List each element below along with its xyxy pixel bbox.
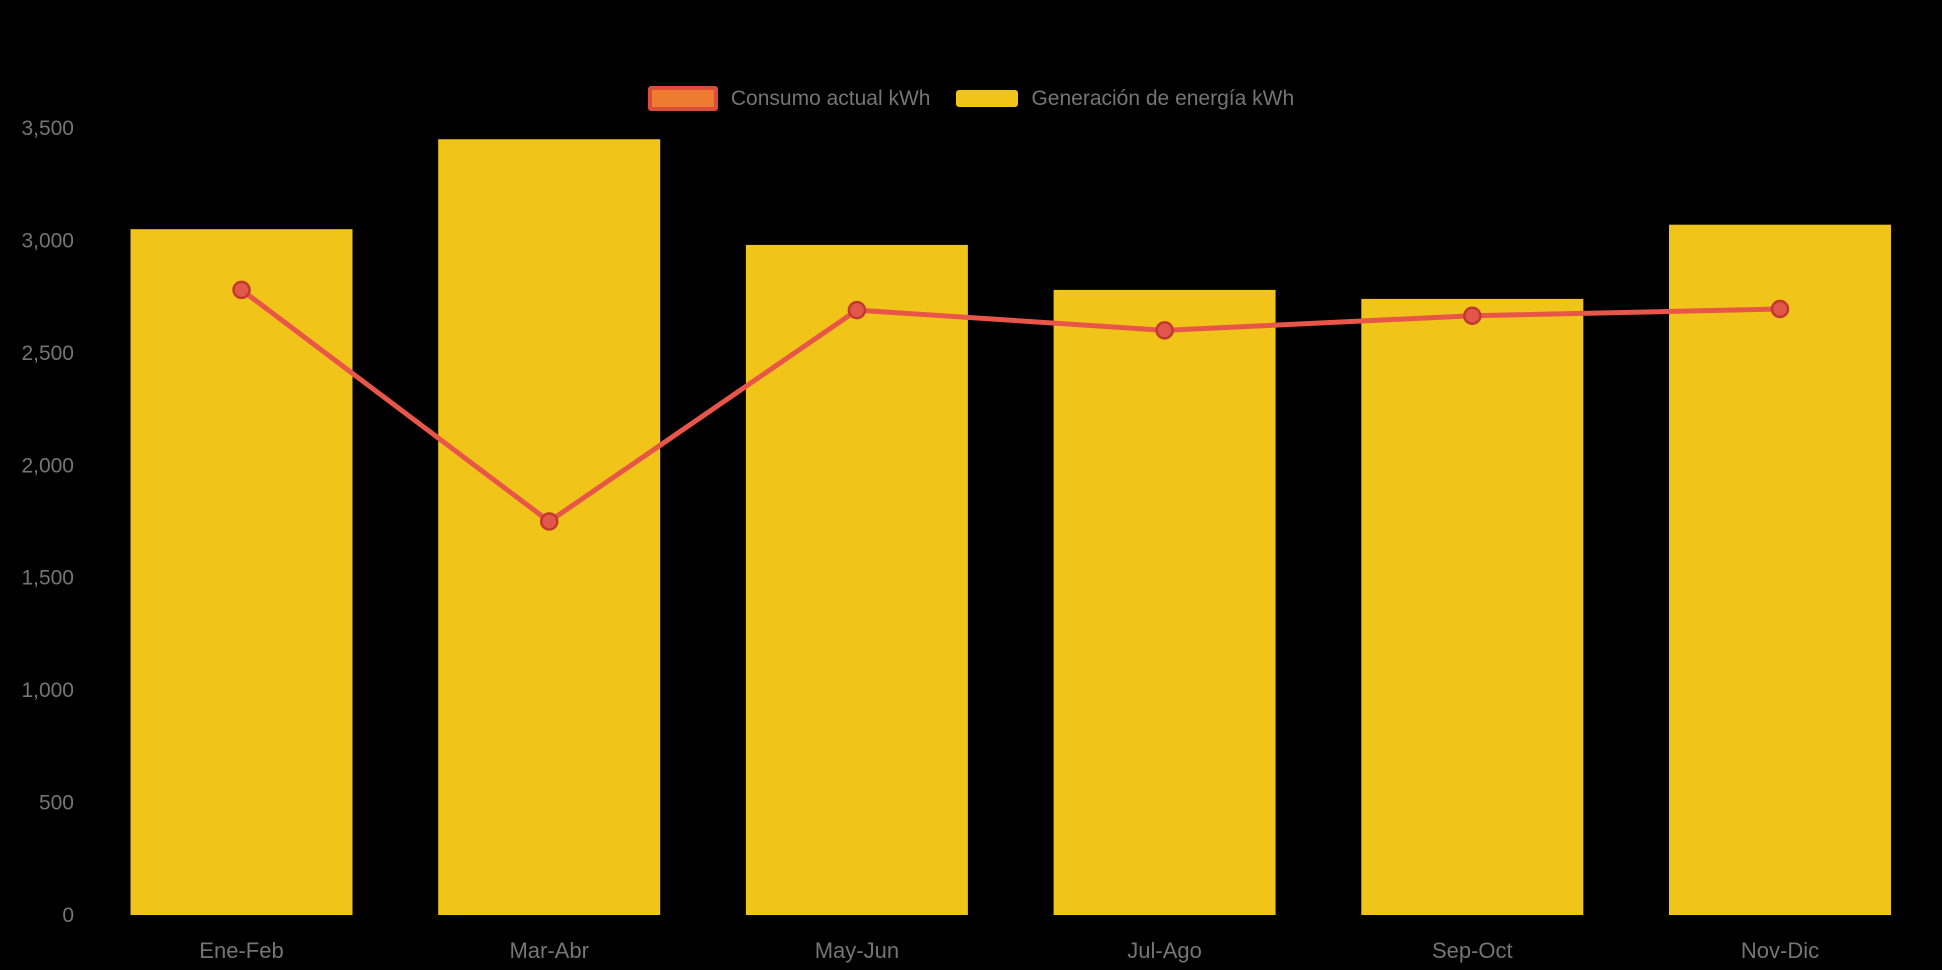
chart-legend: Consumo actual kWh Generación de energía… bbox=[0, 86, 1942, 111]
bar-Nov-Dic[interactable] bbox=[1669, 224, 1891, 915]
bar-May-Jun[interactable] bbox=[745, 244, 968, 915]
y-axis-label: 0 bbox=[62, 904, 74, 927]
legend-label-consumo: Consumo actual kWh bbox=[730, 87, 931, 110]
legend-item-consumo[interactable]: Consumo actual kWh bbox=[647, 86, 931, 111]
y-axis-label: 3,500 bbox=[21, 117, 74, 140]
x-axis-label-Nov-Dic: Nov-Dic bbox=[1741, 938, 1819, 963]
line-consumo bbox=[239, 287, 1783, 524]
bar-Ene-Feb[interactable] bbox=[130, 229, 353, 915]
line-point-May-Jun[interactable] bbox=[847, 300, 867, 320]
line-point-Sep-Oct[interactable] bbox=[1463, 306, 1482, 326]
legend-label-generacion: Generación de energía kWh bbox=[1031, 87, 1295, 110]
y-axis-label: 2,500 bbox=[21, 342, 74, 365]
y-axis-label: 500 bbox=[39, 792, 74, 815]
y-axis-label: 3,000 bbox=[21, 229, 74, 252]
legend-swatch-generacion-icon bbox=[956, 90, 1019, 107]
y-axis-label: 2,000 bbox=[21, 454, 74, 477]
line-point-Nov-Dic[interactable] bbox=[1770, 299, 1790, 319]
bar-Sep-Oct[interactable] bbox=[1361, 298, 1584, 915]
x-axis-label-Sep-Oct: Sep-Oct bbox=[1432, 938, 1513, 963]
legend-item-generacion[interactable]: Generación de energía kWh bbox=[956, 88, 1294, 109]
line-point-Ene-Feb[interactable] bbox=[232, 280, 251, 300]
y-axis-label: 1,500 bbox=[21, 567, 74, 590]
bar-Jul-Ago[interactable] bbox=[1053, 289, 1276, 915]
y-axis-label: 1,000 bbox=[21, 679, 74, 702]
x-axis-label-Mar-Abr: Mar-Abr bbox=[509, 938, 588, 963]
legend-swatch-consumo-icon bbox=[647, 86, 718, 111]
x-axis-label-May-Jun: May-Jun bbox=[815, 938, 899, 963]
x-axis-label-Ene-Feb: Ene-Feb bbox=[199, 938, 283, 963]
line-point-Jul-Ago[interactable] bbox=[1155, 321, 1174, 340]
line-point-Mar-Abr[interactable] bbox=[539, 512, 559, 531]
x-axis-label-Jul-Ago: Jul-Ago bbox=[1127, 938, 1202, 963]
